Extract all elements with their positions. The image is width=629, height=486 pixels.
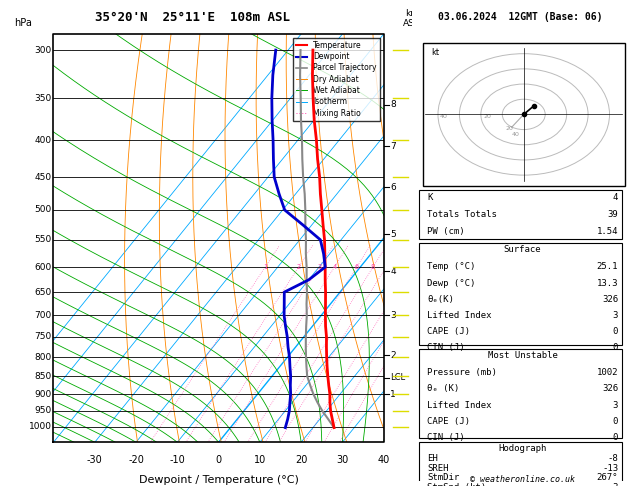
Text: EH: EH (427, 454, 438, 463)
Text: -13: -13 (602, 464, 618, 472)
Text: Most Unstable: Most Unstable (487, 351, 557, 360)
Legend: Temperature, Dewpoint, Parcel Trajectory, Dry Adiabat, Wet Adiabat, Isotherm, Mi: Temperature, Dewpoint, Parcel Trajectory… (292, 38, 380, 121)
Bar (418, 349, 623, 438)
Text: -8: -8 (608, 454, 618, 463)
Text: 20: 20 (483, 114, 491, 119)
Bar (418, 190, 623, 239)
Text: 267°: 267° (597, 473, 618, 482)
Text: StmSpd (kt): StmSpd (kt) (427, 483, 486, 486)
Text: 13.3: 13.3 (597, 278, 618, 288)
Bar (418, 243, 623, 346)
Text: km
ASL: km ASL (403, 9, 420, 28)
Text: CIN (J): CIN (J) (427, 343, 465, 352)
Text: 6: 6 (391, 183, 396, 192)
Text: Pressure (mb): Pressure (mb) (427, 368, 497, 377)
Text: StmDir: StmDir (427, 473, 459, 482)
Text: 30: 30 (337, 454, 348, 465)
Text: 4: 4 (332, 264, 337, 270)
Text: Temp (°C): Temp (°C) (427, 262, 476, 271)
Text: Mixing Ratio (g/kg): Mixing Ratio (g/kg) (432, 195, 441, 281)
Text: 326: 326 (602, 384, 618, 393)
Text: θₑ(K): θₑ(K) (427, 295, 454, 304)
Text: PW (cm): PW (cm) (427, 227, 465, 236)
Text: 300: 300 (35, 46, 52, 54)
Text: -20: -20 (128, 454, 144, 465)
Text: -10: -10 (169, 454, 185, 465)
Text: 3: 3 (317, 264, 321, 270)
Text: 0: 0 (216, 454, 221, 465)
Text: 40: 40 (440, 114, 448, 119)
Text: 3: 3 (613, 311, 618, 320)
Text: θₑ (K): θₑ (K) (427, 384, 459, 393)
Text: 4: 4 (613, 192, 618, 202)
FancyBboxPatch shape (423, 43, 625, 186)
Text: 1.54: 1.54 (597, 227, 618, 236)
Text: 0: 0 (613, 327, 618, 336)
Text: 8: 8 (391, 100, 396, 109)
Text: CAPE (J): CAPE (J) (427, 327, 470, 336)
Text: SREH: SREH (427, 464, 448, 472)
Text: -30: -30 (87, 454, 103, 465)
Text: 40: 40 (512, 132, 520, 137)
Text: 1: 1 (263, 264, 267, 270)
Text: 800: 800 (35, 353, 52, 362)
Text: 3: 3 (613, 483, 618, 486)
Text: 2: 2 (296, 264, 301, 270)
Text: 326: 326 (602, 295, 618, 304)
Text: 39: 39 (608, 209, 618, 219)
Text: 35°20'N  25°11'E  108m ASL: 35°20'N 25°11'E 108m ASL (94, 11, 290, 24)
Text: 0: 0 (613, 433, 618, 442)
Text: LCL: LCL (391, 373, 406, 382)
Text: 3: 3 (613, 400, 618, 410)
Text: 1: 1 (391, 389, 396, 399)
Text: 8: 8 (371, 264, 375, 270)
Text: 850: 850 (35, 372, 52, 381)
Text: 20: 20 (506, 126, 513, 131)
Text: 700: 700 (35, 311, 52, 320)
Text: Surface: Surface (504, 245, 542, 254)
Text: 3: 3 (391, 311, 396, 320)
Text: 400: 400 (35, 136, 52, 145)
Text: 550: 550 (35, 235, 52, 244)
Text: Totals Totals: Totals Totals (427, 209, 497, 219)
Text: 650: 650 (35, 288, 52, 296)
Text: 0: 0 (613, 417, 618, 426)
Text: 900: 900 (35, 389, 52, 399)
Bar (418, 442, 623, 483)
Text: Lifted Index: Lifted Index (427, 400, 492, 410)
Text: 500: 500 (35, 206, 52, 214)
Text: 1002: 1002 (597, 368, 618, 377)
Text: © weatheronline.co.uk: © weatheronline.co.uk (470, 474, 574, 484)
Text: CAPE (J): CAPE (J) (427, 417, 470, 426)
Text: CIN (J): CIN (J) (427, 433, 465, 442)
Text: 350: 350 (35, 94, 52, 103)
Text: K: K (427, 192, 433, 202)
Text: 1000: 1000 (29, 422, 52, 432)
Text: 10: 10 (253, 454, 266, 465)
Text: kt: kt (431, 48, 440, 57)
Text: Dewp (°C): Dewp (°C) (427, 278, 476, 288)
Text: 2: 2 (391, 351, 396, 360)
Text: 6: 6 (355, 264, 359, 270)
Text: Hodograph: Hodograph (498, 444, 547, 453)
Text: 20: 20 (295, 454, 308, 465)
Text: 03.06.2024  12GMT (Base: 06): 03.06.2024 12GMT (Base: 06) (438, 12, 603, 22)
Text: hPa: hPa (14, 18, 31, 28)
Text: 7: 7 (391, 142, 396, 151)
Text: 0: 0 (613, 343, 618, 352)
Text: 950: 950 (35, 406, 52, 416)
Text: 750: 750 (35, 332, 52, 342)
Text: 450: 450 (35, 173, 52, 181)
Text: Lifted Index: Lifted Index (427, 311, 492, 320)
Text: 40: 40 (377, 454, 390, 465)
Text: 5: 5 (391, 229, 396, 239)
Text: 25.1: 25.1 (597, 262, 618, 271)
Text: 4: 4 (391, 267, 396, 276)
Text: 600: 600 (35, 262, 52, 272)
Text: Dewpoint / Temperature (°C): Dewpoint / Temperature (°C) (138, 475, 299, 485)
